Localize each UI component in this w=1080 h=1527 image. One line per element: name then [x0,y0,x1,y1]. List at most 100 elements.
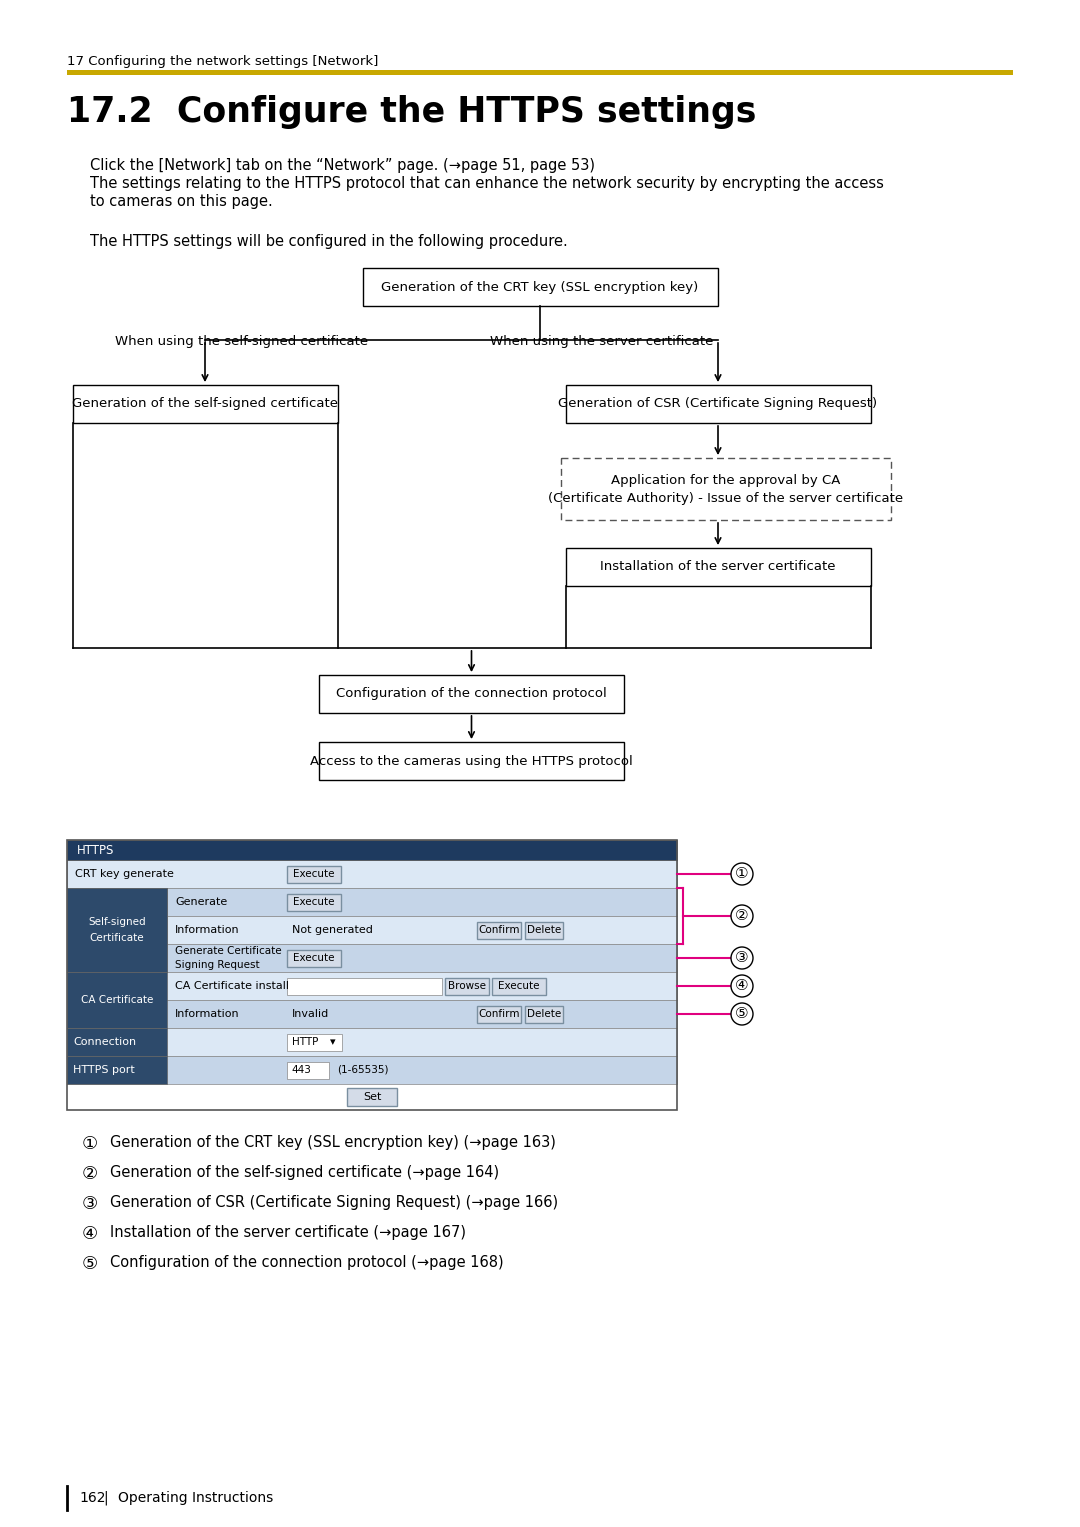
Bar [67,944,167,973]
Text: Confirm: Confirm [478,1009,519,1019]
Text: 17 Configuring the network settings [Network]: 17 Configuring the network settings [Net… [67,55,378,69]
Bar [287,1034,342,1051]
Text: Installation of the server certificate: Installation of the server certificate [600,560,836,574]
Bar [287,893,341,910]
Text: ④: ④ [735,979,748,994]
Text: Access to the cameras using the HTTPS protocol: Access to the cameras using the HTTPS pr… [310,754,633,768]
Text: (Certificate Authority) - Issue of the server certificate: (Certificate Authority) - Issue of the s… [549,492,904,505]
Bar [67,916,677,944]
Text: 162: 162 [79,1490,106,1506]
Text: ④: ④ [82,1225,98,1243]
Bar [566,548,870,586]
Text: CA Certificate install: CA Certificate install [175,980,289,991]
Bar [67,973,167,1028]
Bar [445,977,489,994]
Text: Delete: Delete [527,1009,562,1019]
Text: Confirm: Confirm [478,925,519,935]
Bar [67,860,677,889]
Text: When using the self-signed certificate: When using the self-signed certificate [114,336,368,348]
Text: Information: Information [175,1009,240,1019]
Text: Generation of the CRT key (SSL encryption key) (→page 163): Generation of the CRT key (SSL encryptio… [110,1135,556,1150]
Text: Application for the approval by CA: Application for the approval by CA [611,473,840,487]
Text: Execute: Execute [294,869,335,880]
Bar [287,866,341,883]
Bar [287,1061,329,1078]
Bar [67,944,677,973]
Text: Installation of the server certificate (→page 167): Installation of the server certificate (… [110,1225,465,1240]
Text: Operating Instructions: Operating Instructions [118,1490,273,1506]
Text: Signing Request: Signing Request [175,960,259,970]
Bar [477,1005,521,1023]
Text: Invalid: Invalid [292,1009,329,1019]
Text: Generation of CSR (Certificate Signing Request): Generation of CSR (Certificate Signing R… [558,397,878,411]
Text: Generate: Generate [175,896,227,907]
Bar [363,269,717,305]
Bar [67,1028,167,1057]
Text: Set: Set [363,1092,381,1102]
Text: HTTPS: HTTPS [77,843,114,857]
Text: Information: Information [175,925,240,935]
Bar [67,1000,677,1028]
Text: Generation of the self-signed certificate: Generation of the self-signed certificat… [72,397,338,411]
Text: ②: ② [735,909,748,924]
Text: CA Certificate: CA Certificate [81,996,153,1005]
Text: 17.2  Configure the HTTPS settings: 17.2 Configure the HTTPS settings [67,95,756,128]
Text: (1-65535): (1-65535) [337,1064,389,1075]
Bar [72,385,337,423]
Bar [67,889,167,973]
Bar [492,977,546,994]
Text: ③: ③ [82,1196,98,1212]
Text: Configuration of the connection protocol (→page 168): Configuration of the connection protocol… [110,1255,503,1270]
Bar [67,889,677,916]
Bar [67,1028,677,1057]
Text: Not generated: Not generated [292,925,373,935]
Bar [477,921,521,939]
Circle shape [731,976,753,997]
Bar [67,840,677,860]
Text: Click the [Network] tab on the “Network” page. (→page 51, page 53): Click the [Network] tab on the “Network”… [90,157,595,173]
Text: Browse: Browse [448,980,486,991]
Text: ▾: ▾ [330,1037,336,1048]
Bar [67,916,167,944]
Text: ③: ③ [735,950,748,965]
Bar [67,889,167,916]
Text: The HTTPS settings will be configured in the following procedure.: The HTTPS settings will be configured in… [90,234,568,249]
Bar [347,1089,397,1106]
Bar [525,921,563,939]
Bar [319,742,624,780]
Bar [67,1057,677,1084]
Circle shape [731,947,753,970]
Text: Certificate: Certificate [90,933,145,944]
Text: ①: ① [735,866,748,881]
Text: Execute: Execute [294,953,335,964]
Bar [287,950,341,967]
Text: Delete: Delete [527,925,562,935]
Bar [287,977,442,994]
Bar [319,675,624,713]
Bar [67,973,677,1000]
Circle shape [731,1003,753,1025]
Text: Generation of CSR (Certificate Signing Request) (→page 166): Generation of CSR (Certificate Signing R… [110,1196,558,1209]
Text: ⑤: ⑤ [82,1255,98,1274]
Bar [566,385,870,423]
Text: HTTP: HTTP [292,1037,319,1048]
Bar [561,458,891,521]
Text: The settings relating to the HTTPS protocol that can enhance the network securit: The settings relating to the HTTPS proto… [90,176,883,191]
Text: Generate Certificate: Generate Certificate [175,947,282,956]
Text: Execute: Execute [294,896,335,907]
Text: Execute: Execute [498,980,540,991]
Text: Configuration of the connection protocol: Configuration of the connection protocol [336,687,607,701]
Bar [67,1057,167,1084]
Bar [67,840,677,1110]
Text: CRT key generate: CRT key generate [75,869,174,880]
Text: 443: 443 [291,1064,311,1075]
Text: HTTPS port: HTTPS port [73,1064,135,1075]
Text: Generation of the self-signed certificate (→page 164): Generation of the self-signed certificat… [110,1165,499,1180]
Circle shape [731,863,753,886]
Bar [67,70,1013,75]
Text: to cameras on this page.: to cameras on this page. [90,194,273,209]
Text: Generation of the CRT key (SSL encryption key): Generation of the CRT key (SSL encryptio… [381,281,699,293]
Circle shape [731,906,753,927]
Text: Connection: Connection [73,1037,136,1048]
Text: ⑤: ⑤ [735,1006,748,1022]
